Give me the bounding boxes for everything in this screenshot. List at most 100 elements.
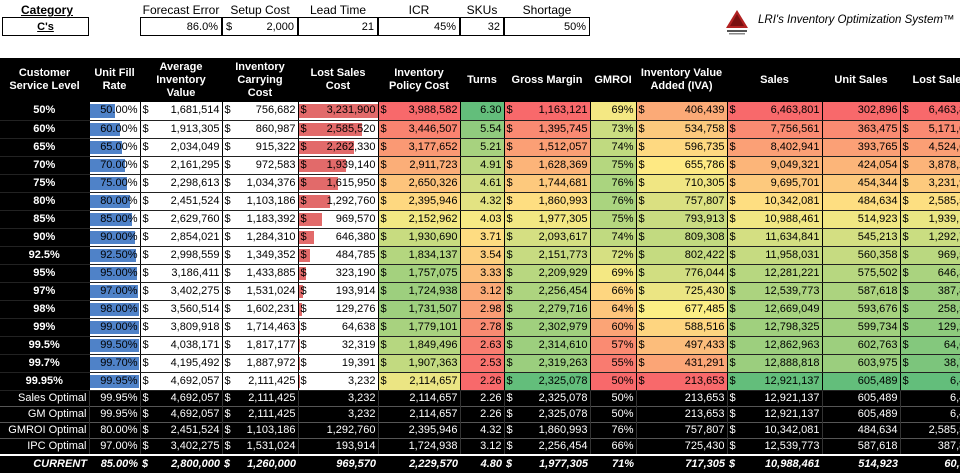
service-level-cell[interactable]: 99% [0,318,89,336]
currency-symbol: $ [729,456,735,473]
category-select[interactable]: C's [2,17,89,36]
currency-symbol: $ [903,139,909,156]
avg-inventory-cell-content: $2,629,760 [143,211,220,228]
skus-input[interactable]: 32 [460,17,504,36]
currency-symbol: $ [507,283,513,300]
iva-cell: $802,422 [636,246,727,264]
summary-aiv-cell-value: 2,800,000 [171,456,220,473]
currency-symbol: $ [301,319,307,336]
avg-inventory-cell-value: 4,038,171 [171,337,220,354]
shortage-factor-input[interactable]: 50% [504,17,590,36]
lost-sales-cost-value: 484,785 [336,247,376,264]
currency-symbol: $ [507,391,513,406]
lost-sales-cell-content: $646,380 [903,265,960,282]
avg-inventory-cell-value: 1,681,514 [171,102,220,119]
lost-sales-cost-value: 1,292,760 [327,193,376,210]
currency-symbol: $ [301,355,307,372]
summary-label-cell: CURRENT [0,455,89,473]
summary-sales-cell-value: 12,539,773 [764,439,819,454]
policy-cost-cell: $1,930,690 [378,228,460,246]
iva-cell-content: $596,735 [639,139,725,156]
currency-symbol: $ [730,423,736,438]
turns-cell: 3.12 [460,282,504,300]
sales-cell-value: 12,862,963 [764,337,819,354]
service-level-cell[interactable]: 75% [0,174,89,192]
service-level-cell[interactable]: 92.5% [0,246,89,264]
unit-sales-cell: 363,475 [822,120,900,138]
gmroi-cell: 60% [590,318,636,336]
currency-symbol: $ [301,121,307,138]
currency-symbol: $ [143,102,149,119]
currency-symbol: $ [225,373,231,390]
service-level-cell[interactable]: 95% [0,264,89,282]
policy-cost-cell-value: 3,177,652 [409,139,458,156]
currency-symbol: $ [381,121,387,138]
service-level-cell[interactable]: 60% [0,120,89,138]
service-level-cell[interactable]: 99.7% [0,354,89,372]
lost-sales-cell: $258,552 [900,300,960,318]
forecast-error-input[interactable]: 86.0% [140,17,222,36]
lost-sales-cost-cell: $2,585,520 [298,120,378,138]
lost-sales-cost-value: 32,319 [342,337,376,354]
summary-gm-cell-value: 2,325,078 [539,391,588,406]
policy-cost-cell-value: 1,849,496 [409,337,458,354]
summary-ipc-cell: 2,395,946 [378,422,460,438]
service-level-cell[interactable]: 98% [0,300,89,318]
lost-sales-cell: $1,939,140 [900,210,960,228]
currency-symbol: $ [381,337,387,354]
summary-sales-cell-content: $12,921,137 [730,407,820,422]
sales-cell: $12,888,818 [727,354,822,372]
service-level-cell[interactable]: 97% [0,282,89,300]
lost-sales-cell-value: 646,380 [938,265,960,282]
fill-rate-value: 99.00% [92,319,138,336]
summary-icc-cell-value: 1,103,186 [247,423,296,438]
fill-rate-cell: 92.50% [89,246,140,264]
summary-gm-cell-content: $2,325,078 [507,407,588,422]
service-level-cell[interactable]: 90% [0,228,89,246]
currency-symbol: $ [225,265,231,282]
iva-cell-value: 497,433 [685,337,725,354]
icr-input[interactable]: 45% [378,17,460,36]
avg-inventory-cell-value: 2,298,613 [171,175,220,192]
carrying-cost-cell-value: 1,433,885 [247,265,296,282]
iva-cell-value: 431,291 [685,355,725,372]
policy-cost-cell: $2,114,657 [378,372,460,390]
avg-inventory-cell-content: $2,034,049 [143,139,220,156]
currency-symbol: $ [381,319,387,336]
summary-aiv-cell-content: $4,692,057 [143,407,220,422]
summary-sales-cell: $10,342,081 [727,422,822,438]
carrying-cost-cell-value: 1,714,463 [247,319,296,336]
setup-cost-input[interactable]: $2,000 [222,17,298,36]
summary-turns-cell: 2.26 [460,390,504,406]
service-level-cell[interactable]: 65% [0,138,89,156]
lost-sales-cost-cell: $129,276 [298,300,378,318]
service-level-cell[interactable]: 85% [0,210,89,228]
avg-inventory-cell: $2,998,559 [140,246,222,264]
service-level-cell[interactable]: 99.5% [0,336,89,354]
currency-symbol: $ [225,157,231,174]
column-header: Average Inventory Value [140,58,222,102]
policy-cost-cell-content: $1,907,363 [381,355,458,372]
summary-fill-cell: 80.00% [89,422,140,438]
service-level-cell[interactable]: 99.95% [0,372,89,390]
service-level-cell[interactable]: 50% [0,102,89,120]
currency-symbol: $ [301,157,307,174]
currency-symbol: $ [143,265,149,282]
currency-symbol: $ [903,301,909,318]
currency-symbol: $ [506,456,512,473]
service-level-cell[interactable]: 70% [0,156,89,174]
summary-iva-cell: 213,653 [636,390,727,406]
category-label: Category [4,3,90,17]
summary-sales-cell: $12,539,773 [727,438,822,455]
currency-symbol: $ [225,319,231,336]
setup-cost-currency: $ [226,18,232,35]
currency-symbol: $ [730,283,736,300]
lead-time-input[interactable]: 21 [298,17,378,36]
iva-cell-value: 802,422 [685,247,725,264]
currency-symbol: $ [507,247,513,264]
currency-symbol: $ [301,265,307,282]
service-level-cell[interactable]: 80% [0,192,89,210]
currency-symbol: $ [507,265,513,282]
